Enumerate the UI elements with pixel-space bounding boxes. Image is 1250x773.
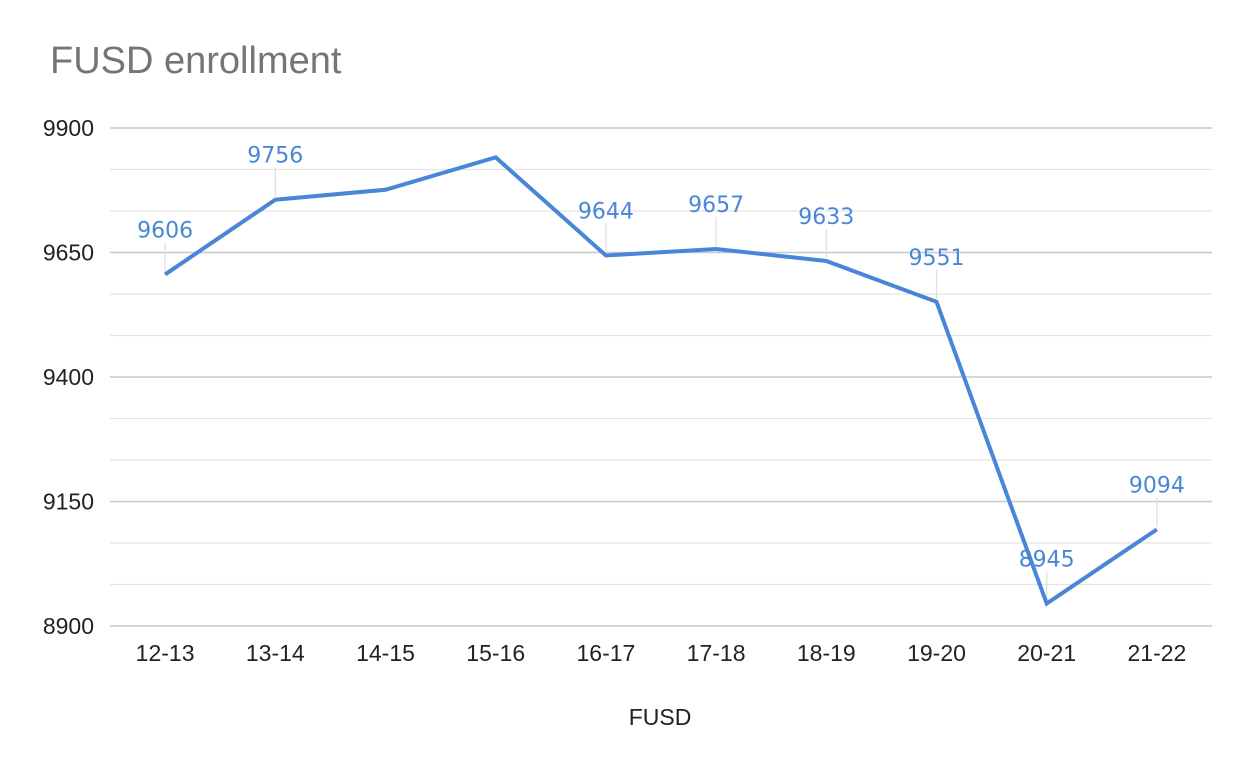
y-tick-label: 9650 xyxy=(43,240,94,266)
data-labels: 9606 9756 9644 9657 9633 9551 8945 9094 xyxy=(137,144,1185,573)
x-axis-title: FUSD xyxy=(628,704,692,730)
data-label: 8945 xyxy=(1019,548,1075,573)
data-label: 9756 xyxy=(247,144,303,169)
x-axis-ticks: 12-13 13-14 14-15 15-16 16-17 17-18 18-19 19-20… xyxy=(136,640,1187,666)
data-label-leaders xyxy=(164,167,1158,601)
x-tick-label: 18-19 xyxy=(797,640,856,666)
x-tick-label: 19-20 xyxy=(907,640,966,666)
x-tick-label: 16-17 xyxy=(576,640,635,666)
data-label: 9094 xyxy=(1129,473,1185,498)
data-label: 9644 xyxy=(578,199,634,224)
x-tick-label: 21-22 xyxy=(1127,640,1186,666)
data-label: 9606 xyxy=(137,218,193,243)
y-tick-label: 9150 xyxy=(43,489,94,515)
x-tick-label: 17-18 xyxy=(687,640,746,666)
y-tick-label: 8900 xyxy=(43,613,94,639)
x-tick-label: 14-15 xyxy=(356,640,415,666)
x-tick-label: 20-21 xyxy=(1017,640,1076,666)
data-label: 9657 xyxy=(688,193,744,218)
enrollment-line xyxy=(163,155,1159,607)
x-tick-label: 12-13 xyxy=(136,640,195,666)
x-tick-label: 13-14 xyxy=(246,640,305,666)
y-axis-ticks: 9900 9650 9400 9150 8900 xyxy=(43,115,94,639)
gridlines xyxy=(110,127,1212,627)
y-tick-label: 9900 xyxy=(43,115,94,141)
y-tick-label: 9400 xyxy=(43,364,94,390)
data-label: 9551 xyxy=(909,246,965,271)
data-label: 9633 xyxy=(798,205,854,230)
chart-title: FUSD enrollment xyxy=(50,40,342,82)
x-tick-label: 15-16 xyxy=(466,640,525,666)
